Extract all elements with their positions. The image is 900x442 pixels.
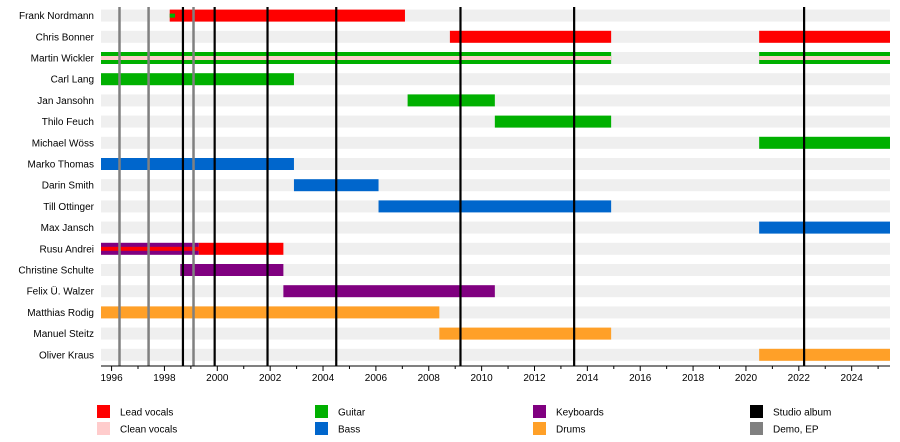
x-tick-label-2020: 2020 — [735, 373, 758, 384]
x-tick-label-2022: 2022 — [788, 373, 811, 384]
member-label-oliver-kraus: Oliver Kraus — [39, 350, 94, 361]
bar-rusu-andrei-lead-vocals — [198, 242, 284, 255]
member-label-max-jansch: Max Jansch — [41, 223, 94, 234]
member-label-christine-schulte: Christine Schulte — [18, 266, 94, 277]
bar-christine-schulte-keyboards — [180, 264, 284, 276]
bar-till-ottinger-bass — [378, 200, 612, 213]
row-band-christine-schulte — [101, 264, 890, 276]
bar-frank-nordmann-guitar-stripe — [169, 13, 176, 18]
row-band-max-jansch — [101, 221, 890, 234]
x-tick-label-2010: 2010 — [470, 373, 493, 384]
x-tick-label-2006: 2006 — [365, 373, 388, 384]
member-label-felix-u-walzer: Felix Ü. Walzer — [27, 286, 95, 298]
release-lines — [118, 7, 806, 366]
bar-oliver-kraus-drums — [759, 348, 890, 361]
bar-felix-u-walzer-keyboards — [283, 285, 495, 298]
member-label-rusu-andrei: Rusu Andrei — [40, 244, 94, 255]
member-label-manuel-steitz: Manuel Steitz — [33, 329, 94, 340]
bar-thilo-feuch-guitar — [494, 115, 612, 128]
x-tick-label-2002: 2002 — [259, 373, 282, 384]
legend-swatch-clean-vocals — [97, 422, 110, 435]
member-label-chris-bonner: Chris Bonner — [36, 32, 95, 43]
member-label-martin-wickler: Martin Wickler — [31, 54, 95, 65]
legend-swatch-guitar — [315, 405, 328, 418]
bar-frank-nordmann-lead-vocals — [169, 9, 405, 22]
legend-label-keyboards: Keyboards — [556, 408, 604, 419]
bar-matthias-rodig-drums — [101, 306, 440, 319]
legend: Lead vocals Clean vocals Guitar Bass Keyboar… — [97, 405, 831, 436]
legend-label-clean-vocals: Clean vocals — [120, 425, 177, 436]
bar-rusu-andrei-lead-vocals-stripe — [101, 246, 199, 251]
x-tick-label-1996: 1996 — [100, 373, 123, 384]
row-band-michael-woss — [101, 136, 890, 149]
legend-label-lead-vocals: Lead vocals — [120, 408, 173, 419]
bar-michael-woss-guitar — [759, 136, 890, 149]
row-band-carl-lang — [101, 73, 890, 86]
legend-label-drums: Drums — [556, 425, 585, 436]
x-axis: 1996 1998 2000 2002 2004 2006 2008 2010 2012 2014… — [100, 365, 890, 384]
member-label-marko-thomas: Marko Thomas — [27, 160, 94, 171]
member-label-thilo-feuch: Thilo Feuch — [42, 117, 94, 128]
member-label-carl-lang: Carl Lang — [51, 75, 94, 86]
bar-manuel-steitz-drums — [439, 327, 612, 340]
x-tick-label-2000: 2000 — [206, 373, 229, 384]
x-tick-label-2004: 2004 — [312, 373, 335, 384]
member-labels: Frank Nordmann Chris Bonner Martin Wickler… — [18, 11, 94, 361]
row-band-marko-thomas — [101, 158, 890, 170]
legend-swatch-lead-vocals — [97, 405, 110, 418]
row-band-oliver-kraus — [101, 348, 890, 361]
bar-max-jansch-bass — [759, 221, 890, 234]
legend-label-bass: Bass — [338, 425, 360, 436]
member-label-matthias-rodig: Matthias Rodig — [27, 308, 94, 319]
x-tick-label-2016: 2016 — [629, 373, 652, 384]
legend-label-demo-ep: Demo, EP — [773, 425, 819, 436]
x-tick-label-2024: 2024 — [841, 373, 864, 384]
x-tick-label-2008: 2008 — [418, 373, 441, 384]
legend-label-guitar: Guitar — [338, 408, 366, 419]
legend-swatch-bass — [315, 422, 328, 435]
member-label-frank-nordmann: Frank Nordmann — [19, 11, 94, 22]
x-tick-label-1998: 1998 — [153, 373, 176, 384]
bar-martin-wickler-clean-vocals-stripe — [759, 56, 890, 60]
bar-marko-thomas-bass — [101, 158, 294, 170]
bar-chris-bonner-lead-vocals — [449, 30, 612, 43]
member-label-till-ottinger: Till Ottinger — [43, 202, 94, 213]
legend-label-studio-album: Studio album — [773, 408, 831, 419]
row-band-darin-smith — [101, 179, 890, 192]
legend-swatch-studio-album — [750, 405, 763, 418]
legend-swatch-keyboards — [533, 405, 546, 418]
x-tick-label-2018: 2018 — [682, 373, 705, 384]
bar-martin-wickler-clean-vocals-stripe — [101, 56, 612, 60]
member-label-jan-jansohn: Jan Jansohn — [37, 96, 94, 107]
x-tick-label-2014: 2014 — [576, 373, 599, 384]
row-band-jan-jansohn — [101, 94, 890, 107]
row-band-rusu-andrei — [101, 242, 890, 255]
bar-chris-bonner-lead-vocals — [759, 30, 890, 43]
member-label-michael-woss: Michael Wöss — [32, 138, 94, 149]
row-band-felix-u-walzer — [101, 285, 890, 298]
x-tick-label-2012: 2012 — [523, 373, 546, 384]
member-label-darin-smith: Darin Smith — [42, 181, 94, 192]
bar-jan-jansohn-guitar — [407, 94, 495, 107]
legend-swatch-demo-ep — [750, 422, 763, 435]
legend-swatch-drums — [533, 422, 546, 435]
bar-carl-lang-guitar — [101, 73, 294, 86]
